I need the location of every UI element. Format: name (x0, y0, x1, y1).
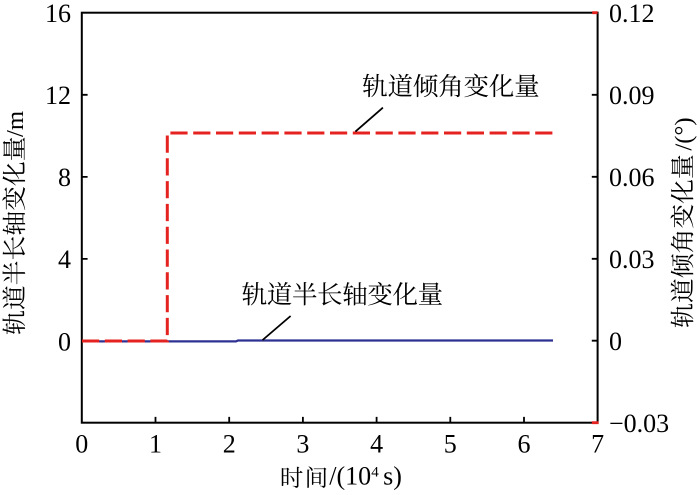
svg-text:5: 5 (444, 430, 457, 459)
svg-text:0: 0 (609, 327, 622, 356)
svg-text:0.03: 0.03 (609, 245, 655, 274)
svg-text:0: 0 (58, 327, 71, 356)
svg-text:4: 4 (370, 430, 383, 459)
svg-text:−0.03: −0.03 (609, 409, 669, 438)
svg-text:12: 12 (45, 81, 71, 110)
svg-text:0.09: 0.09 (609, 81, 655, 110)
svg-text:1: 1 (149, 430, 162, 459)
svg-text:0: 0 (75, 430, 88, 459)
svg-text:8: 8 (58, 163, 71, 192)
svg-text:0.12: 0.12 (609, 0, 655, 28)
svg-text:4: 4 (58, 245, 71, 274)
svg-text:/m: /m (2, 111, 29, 137)
svg-text:/(°): /(°) (670, 117, 697, 150)
svg-text:0.06: 0.06 (609, 163, 655, 192)
svg-text:7: 7 (591, 430, 604, 459)
svg-text:6: 6 (518, 430, 531, 459)
svg-text:2: 2 (223, 430, 236, 459)
svg-text:16: 16 (45, 0, 71, 28)
svg-text:3: 3 (296, 430, 309, 459)
